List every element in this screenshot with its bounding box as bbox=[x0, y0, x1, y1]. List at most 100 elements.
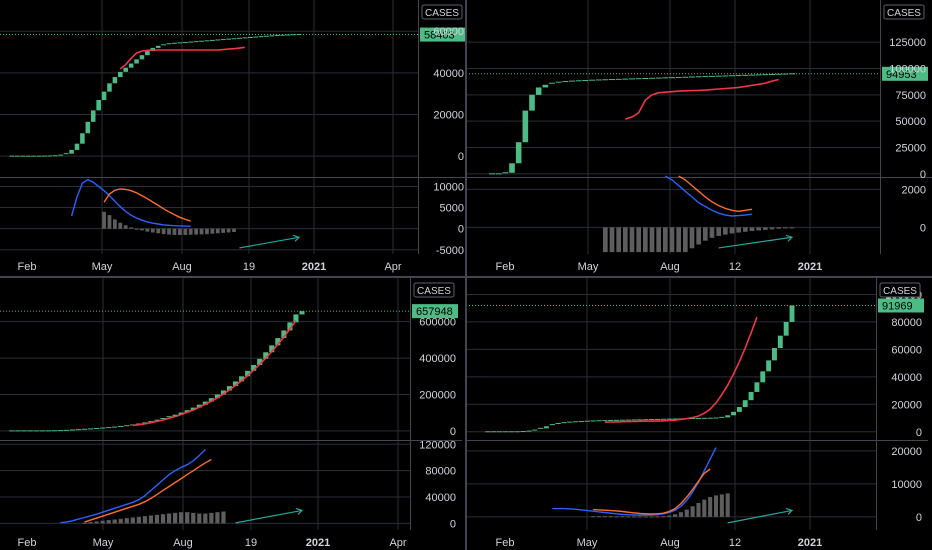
cases-legend-label: CASES bbox=[883, 286, 917, 297]
chart-pane-top-right[interactable]: 94953 0 25000 50000 75000 100000 125000 0 2000 Fe… bbox=[466, 0, 932, 273]
histogram-bar bbox=[130, 517, 135, 524]
cases-bar bbox=[725, 415, 731, 418]
last-value-badge bbox=[420, 27, 466, 42]
last-value-badge bbox=[878, 298, 924, 313]
y-tick-label-osc: 10000 bbox=[433, 181, 464, 193]
histogram-bar bbox=[136, 516, 141, 524]
cases-bar bbox=[107, 83, 112, 92]
histogram-bar bbox=[667, 515, 672, 517]
cases-legend-label: CASES bbox=[887, 8, 921, 19]
cases-bar bbox=[251, 365, 257, 371]
histogram-bar bbox=[209, 512, 214, 524]
y-tick-label-osc: 0 bbox=[458, 224, 464, 236]
y-tick-label-osc: 10000 bbox=[891, 479, 922, 491]
cases-bar bbox=[202, 401, 208, 405]
histogram-bar bbox=[221, 511, 226, 524]
chart-pane-bottom-right[interactable]: 9196902000040000600008000010000001000020… bbox=[466, 278, 928, 549]
histogram-bar bbox=[749, 227, 755, 232]
cases-bar bbox=[69, 149, 74, 154]
x-tick-label: Aug bbox=[173, 537, 193, 549]
x-tick-label: 2021 bbox=[798, 261, 822, 273]
histogram-bar bbox=[597, 516, 602, 518]
cases-bar bbox=[214, 394, 220, 399]
x-tick-label: 19 bbox=[245, 537, 257, 549]
histogram-bar bbox=[723, 227, 728, 235]
cases-bar bbox=[233, 381, 239, 387]
cases-bar bbox=[101, 91, 107, 100]
histogram-bar bbox=[614, 516, 619, 518]
y-tick-label: 20000 bbox=[891, 399, 922, 411]
histogram-bar bbox=[166, 513, 172, 524]
cases-legend-box bbox=[883, 4, 925, 20]
cases-bar bbox=[783, 321, 789, 336]
histogram-bar bbox=[82, 522, 87, 524]
histogram-bar bbox=[743, 227, 748, 232]
y-tick-label: 40000 bbox=[433, 68, 464, 80]
cases-legend-box bbox=[421, 4, 463, 20]
histogram-bar bbox=[215, 512, 220, 524]
chart-pane-bottom-left[interactable]: 657948 0 200000 400000 600000 0 40000 80000 1200… bbox=[0, 278, 462, 549]
histogram-bar bbox=[683, 227, 688, 253]
x-tick-label: May bbox=[93, 537, 114, 549]
histogram-bar bbox=[703, 227, 708, 241]
cases-legend-label: CASES bbox=[425, 8, 459, 19]
x-tick-label: Aug bbox=[660, 261, 680, 273]
y-tick-label: 100000 bbox=[889, 63, 926, 75]
histogram-bar bbox=[620, 516, 625, 518]
trend-arrow bbox=[235, 509, 303, 524]
cases-bar bbox=[263, 352, 269, 359]
y-tick-label: 75000 bbox=[895, 90, 926, 102]
chart-pane-top-left[interactable]: 58403 0 20000 40000 60000 -5000 0 5000 10000 Feb M… bbox=[0, 0, 470, 273]
histogram-bar bbox=[226, 228, 231, 233]
last-value-badge-text: 94953 bbox=[886, 69, 917, 81]
histogram-bar bbox=[88, 522, 93, 524]
trend-arrow bbox=[727, 509, 793, 524]
cases-bar bbox=[293, 314, 299, 323]
cases-bar bbox=[239, 376, 245, 382]
histogram-bar bbox=[649, 516, 654, 518]
histogram-bar bbox=[203, 513, 208, 524]
y-tick-label-osc: 120000 bbox=[419, 439, 456, 451]
x-tick-label: May bbox=[577, 537, 598, 549]
histogram-bar bbox=[167, 228, 171, 235]
histogram-bar bbox=[112, 219, 117, 229]
histogram-bar bbox=[637, 516, 643, 518]
cases-bar bbox=[123, 67, 128, 72]
cases-bar bbox=[748, 391, 754, 401]
cases-bar bbox=[220, 390, 226, 395]
y-tick-label-osc: 40000 bbox=[425, 492, 456, 504]
trend-arrow-head bbox=[295, 507, 304, 515]
y-tick-label: 0 bbox=[458, 151, 464, 163]
histogram-bar bbox=[112, 519, 117, 524]
trend-arrow bbox=[718, 236, 793, 249]
histogram-bar bbox=[185, 512, 190, 524]
histogram-bar bbox=[140, 228, 144, 231]
histogram-bar bbox=[702, 499, 707, 517]
cases-bar bbox=[139, 55, 145, 60]
last-value-badge bbox=[882, 66, 928, 81]
y-tick-label-osc: -5000 bbox=[436, 245, 464, 257]
histogram-bar bbox=[100, 520, 105, 524]
histogram-bar bbox=[769, 227, 775, 230]
histogram-bar bbox=[124, 518, 129, 524]
histogram-bar bbox=[199, 228, 204, 235]
x-tick-label: 2021 bbox=[306, 537, 330, 549]
cases-bar bbox=[766, 360, 772, 372]
cases-bar bbox=[145, 51, 150, 56]
y-tick-label: 125000 bbox=[889, 37, 926, 49]
histogram-bar bbox=[102, 211, 106, 229]
cases-bar bbox=[134, 59, 139, 64]
x-tick-label: Aug bbox=[660, 537, 680, 549]
y-tick-label: 60000 bbox=[891, 344, 922, 356]
trend-arrow-head bbox=[785, 234, 794, 242]
cases-bar bbox=[184, 410, 190, 413]
histogram-bar bbox=[649, 227, 655, 253]
histogram-bar bbox=[643, 227, 648, 253]
x-tick-label: May bbox=[92, 261, 113, 273]
cases-legend-box bbox=[413, 282, 455, 298]
histogram-bar bbox=[134, 228, 139, 230]
cases-bar bbox=[80, 133, 85, 144]
cases-bar bbox=[522, 110, 529, 143]
y-tick-label: 20000 bbox=[433, 110, 464, 122]
